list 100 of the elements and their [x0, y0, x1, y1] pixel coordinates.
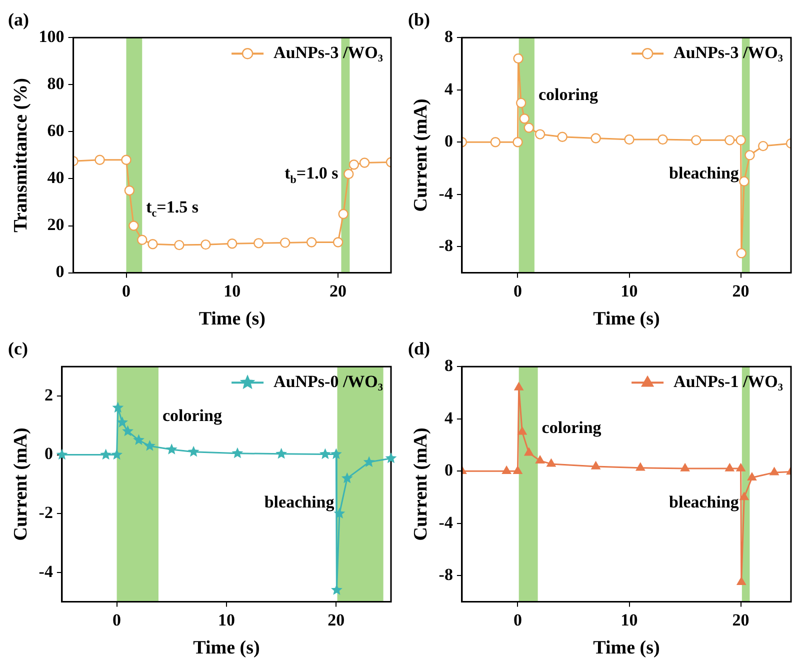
annotation: bleaching: [669, 492, 740, 512]
y-axis-title: Current (mA): [410, 428, 432, 541]
point: [546, 458, 556, 467]
point: [516, 98, 526, 108]
x-tick-label: 10: [620, 610, 638, 630]
point: [254, 238, 264, 248]
x-tick-label: 10: [620, 281, 638, 300]
point: [658, 134, 668, 145]
point: [128, 220, 139, 231]
x-axis-title: Time (s): [198, 308, 266, 330]
x-tick-label: 0: [112, 610, 122, 630]
x-axis-title: Time (s): [593, 638, 660, 659]
point: [502, 466, 512, 474]
y-tick-label: 40: [47, 168, 64, 188]
y-tick-label: 4: [444, 79, 454, 98]
point: [330, 448, 342, 460]
y-axis-title: Current (mA): [10, 428, 32, 541]
point: [332, 237, 344, 248]
point: [740, 492, 749, 500]
chart-title: (b): [408, 9, 430, 30]
chart-title: (d): [408, 338, 430, 358]
point: [736, 248, 746, 258]
y-tick-label: 0: [444, 460, 453, 480]
y-tick-label: 2: [44, 385, 53, 404]
point: [490, 137, 501, 148]
chart-title: (a): [8, 9, 29, 30]
point: [280, 238, 290, 248]
legend-label: AuNPs-1 /WO₃: [674, 372, 784, 391]
point: [770, 467, 779, 476]
annotation: coloring: [542, 418, 602, 438]
y-tick-label: 20: [47, 215, 64, 234]
point: [188, 446, 200, 457]
point: [133, 434, 144, 445]
point: [200, 239, 211, 250]
point: [725, 463, 734, 472]
point: [736, 577, 746, 586]
point: [680, 463, 690, 472]
point: [100, 448, 112, 460]
y-tick-label: 8: [444, 26, 453, 46]
y-tick-label: 0: [444, 132, 453, 151]
point: [166, 444, 178, 454]
x-tick-label: 20: [732, 281, 750, 300]
y-tick-label: -8: [438, 565, 453, 584]
point: [524, 122, 534, 133]
point: [319, 448, 331, 460]
point: [111, 448, 123, 460]
point: [232, 447, 244, 458]
point: [56, 448, 68, 460]
point: [513, 466, 522, 474]
x-axis-title: Time (s): [193, 638, 260, 659]
point: [636, 462, 645, 471]
point: [348, 160, 360, 170]
point: [94, 154, 105, 166]
point: [174, 240, 184, 250]
y-tick-label: -4: [438, 184, 454, 203]
y-tick-label: 8: [444, 356, 453, 375]
y-tick-label: 0: [44, 444, 53, 464]
point: [624, 134, 634, 145]
point: [338, 208, 348, 220]
point: [341, 472, 353, 484]
legend-label: AuNPs-3 /WO₃: [674, 42, 784, 62]
point: [344, 168, 354, 180]
point: [536, 456, 545, 464]
chart-title: (c): [8, 338, 28, 358]
y-tick-label: 100: [38, 26, 64, 46]
point: [513, 53, 524, 64]
point: [736, 135, 746, 146]
x-tick-label: 20: [328, 610, 345, 630]
point: [306, 237, 317, 248]
annotation: bleaching: [264, 492, 335, 512]
point: [334, 508, 346, 518]
point: [557, 132, 568, 142]
x-tick-label: 10: [218, 610, 235, 630]
point: [590, 133, 601, 144]
point: [144, 440, 156, 451]
x-tick-label: 10: [224, 281, 241, 300]
point: [121, 154, 132, 166]
point: [385, 452, 397, 464]
point: [227, 238, 238, 249]
point: [331, 584, 342, 595]
y-tick-label: 4: [444, 408, 454, 428]
point: [691, 135, 702, 146]
y-tick-label: -4: [438, 512, 454, 532]
point: [514, 382, 524, 390]
x-tick-label: 0: [122, 281, 130, 300]
point: [137, 234, 148, 245]
point: [747, 472, 756, 481]
legend-label: AuNPs-0 /WO₃: [274, 372, 384, 391]
annotation: bleaching: [669, 163, 740, 182]
x-tick-label: 20: [732, 610, 750, 630]
point: [518, 426, 527, 435]
x-tick-label: 0: [513, 281, 522, 300]
point: [736, 463, 746, 472]
point: [512, 137, 523, 148]
point: [276, 448, 288, 459]
legend-label: AuNPs-3 /WO₃: [274, 42, 384, 62]
point: [744, 150, 755, 160]
y-tick-label: 0: [56, 262, 64, 282]
y-tick-label: -2: [38, 502, 53, 522]
y-tick-label: -4: [38, 562, 54, 581]
